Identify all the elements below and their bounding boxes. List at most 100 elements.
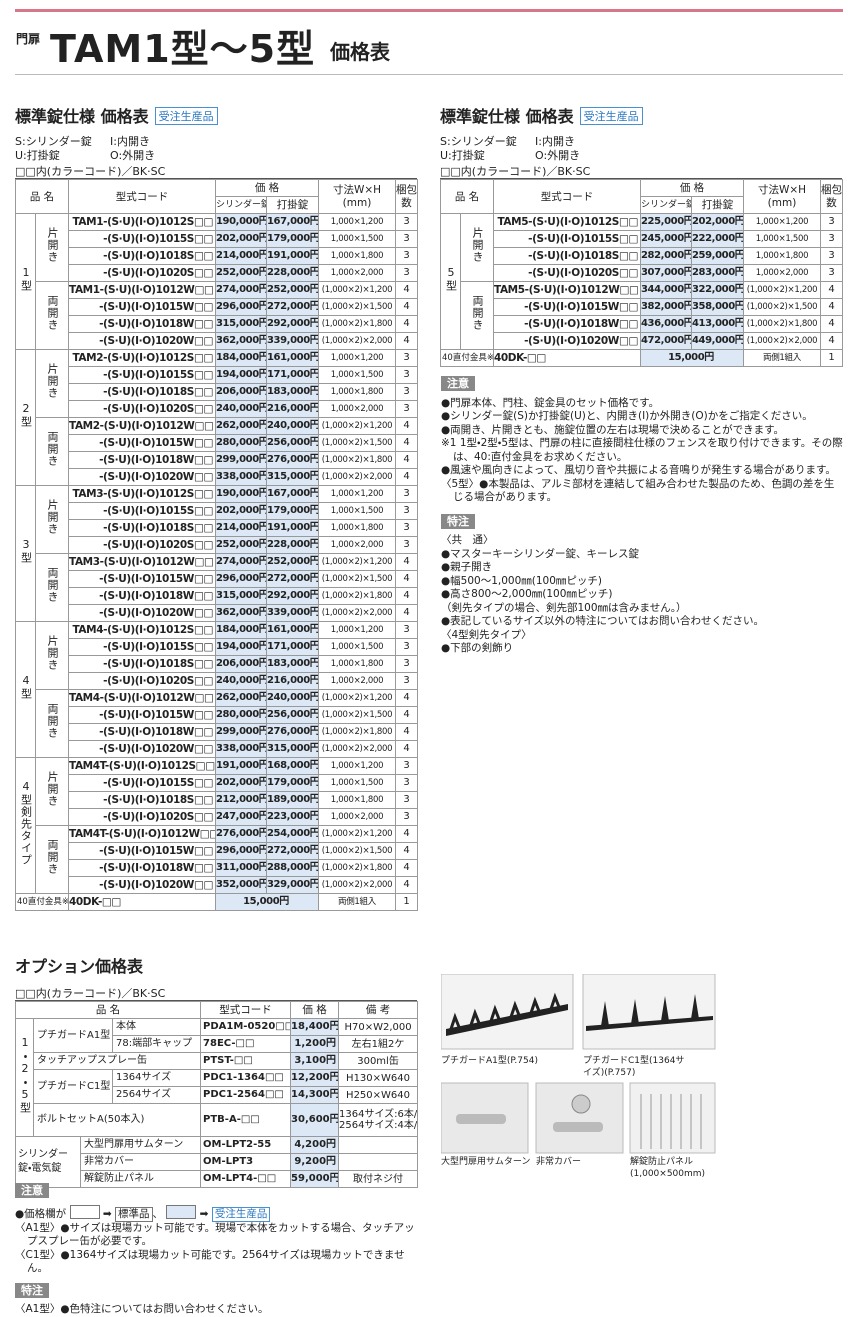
row: -(S·U)(I·O)1018W□□ 299,000円 276,000円 (1,000… — [16, 723, 418, 741]
price: 9,200円 — [290, 1153, 340, 1171]
legend-line: S:シリンダー錠 I:内開き — [440, 135, 843, 149]
price: 190,000円 — [215, 485, 267, 503]
row: プチガードC1型 1364サイズ PDC1-1364□□ 12,200円 H130×W6… — [16, 1069, 419, 1104]
price: 272,000円 — [266, 298, 319, 316]
legend-item: O:外開き — [535, 149, 581, 162]
row: 2型 片開き TAM2-(S·U)(I·O)1012S□□ 184,000円 161,0… — [15, 349, 418, 486]
pack: 4 — [395, 825, 418, 843]
code: 40DK-□□ — [68, 893, 216, 911]
note: （剣先タイプの場合、剣先部100㎜は含みません。） — [441, 601, 687, 614]
caption: プチガードA1型(P.754) — [441, 1056, 538, 1066]
price: 362,000円 — [215, 604, 267, 622]
pack: 4 — [395, 723, 418, 741]
header-rule — [15, 74, 843, 75]
subgroup-name: 両開き — [471, 294, 484, 331]
code: PTST-□□ — [200, 1052, 292, 1070]
pack: 4 — [395, 570, 418, 588]
price: 223,000円 — [266, 808, 319, 826]
size: (1,000×2)×1,200 — [743, 281, 821, 299]
section-title: オプション価格表 — [15, 957, 144, 976]
price: 171,000円 — [266, 366, 319, 384]
legend-item: U:打掛錠 — [440, 149, 485, 162]
code: -(S·U)(I·O)1018W□□ — [493, 315, 641, 333]
price: 214,000円 — [215, 247, 267, 265]
price: 194,000円 — [215, 366, 267, 384]
pack: 4 — [395, 468, 418, 486]
group-name: 3型 — [19, 537, 33, 564]
note: 〈共 通〉 — [441, 534, 494, 546]
pack: 4 — [395, 417, 418, 435]
price: 194,000円 — [215, 638, 267, 656]
subgroup-cell: 片開き — [35, 757, 69, 826]
handle — [553, 1122, 603, 1132]
group-name: 2型 — [19, 401, 33, 428]
row: -(S·U)(I·O)1018W□□ 436,000円 413,000円 (1,000… — [441, 315, 843, 333]
pack: 3 — [395, 400, 418, 418]
subgroup-cell: 両開き — [460, 281, 494, 350]
code: PDA1M-0520□□ — [200, 1018, 292, 1036]
price: 288,000円 — [266, 859, 319, 877]
image-frame — [535, 1082, 624, 1154]
code: TAM2-(S·U)(I·O)1012W□□ — [68, 417, 216, 435]
header-line: 寸法W×H — [332, 183, 382, 196]
code: TAM5-(S·U)(I·O)1012W□□ — [493, 281, 641, 299]
price: 282,000円 — [640, 247, 692, 265]
pack: 3 — [395, 757, 418, 775]
row: 1型 片開き TAM1-(S·U)(I·O)1012S□□ 190,000円 167,0… — [15, 213, 418, 350]
row: 5型 片開き TAM5-(S·U)(I·O)1012S□□ 225,000円 202,0… — [440, 213, 843, 350]
price: 315,000円 — [266, 740, 319, 758]
legend-order: 受注生産品 — [211, 1206, 271, 1222]
price: 179,000円 — [266, 774, 319, 792]
price: 358,000円 — [691, 298, 744, 316]
group-cell: 1型 — [15, 213, 36, 350]
legend-standard: 標準品 — [115, 1206, 153, 1222]
pack: 3 — [820, 247, 843, 265]
note: ●下部の剣飾り — [441, 642, 514, 654]
pack: 4 — [395, 332, 418, 350]
row: -(S·U)(I·O)1015S□□ 202,000円 179,000円 1,000×… — [16, 774, 418, 792]
legend-item: O:外開き — [110, 149, 156, 162]
row: -(S·U)(I·O)1018W□□ 315,000円 292,000円 (1,000… — [16, 587, 418, 605]
code: -(S·U)(I·O)1020W□□ — [493, 332, 641, 350]
code: -(S·U)(I·O)1018S□□ — [68, 519, 216, 537]
size: 1,000×1,800 — [743, 247, 821, 265]
price: 280,000円 — [215, 434, 267, 452]
title: 標準錠仕様 価格表 — [440, 107, 574, 126]
subgroup-cell: 片開き — [35, 485, 69, 554]
size: (1,000×2)×1,800 — [318, 723, 396, 741]
size: 1,000×2,000 — [318, 808, 396, 826]
size: (1,000×2)×1,800 — [318, 315, 396, 333]
price: 256,000円 — [266, 706, 319, 724]
price: 272,000円 — [266, 842, 319, 860]
size: 1,000×1,800 — [318, 791, 396, 809]
price: 276,000円 — [215, 825, 267, 843]
section-title: 標準錠仕様 価格表 受注生産品 — [15, 103, 418, 127]
price: 274,000円 — [215, 553, 267, 571]
pack: 4 — [395, 587, 418, 605]
row: 両開き TAM4-(S·U)(I·O)1012W□□ 262,000円 240,000… — [16, 689, 418, 758]
row: タッチアップスプレー缶 PTST-□□ 3,100円 300ml缶 — [16, 1052, 419, 1070]
size: 1,000×1,800 — [318, 519, 396, 537]
size: 1,000×1,800 — [318, 383, 396, 401]
note-text: 左右1組2ケ — [351, 1038, 405, 1050]
item-name: プチガードC1型 — [33, 1069, 113, 1104]
price: 184,000円 — [215, 349, 267, 367]
cover — [571, 1094, 591, 1114]
subgroup-cell: 片開き — [460, 213, 494, 282]
row: 両開き TAM1-(S·U)(I·O)1012W□□ 274,000円 252,000… — [16, 281, 418, 350]
code: -(S·U)(I·O)1020W□□ — [68, 876, 216, 894]
header-cell: 梱包数 — [820, 179, 843, 214]
size: 1,000×1,200 — [743, 213, 821, 231]
pack: 1 — [395, 893, 418, 911]
code: -(S·U)(I·O)1018S□□ — [68, 655, 216, 673]
code: -(S·U)(I·O)1018S□□ — [493, 247, 641, 265]
price: 190,000円 — [215, 213, 267, 231]
code: OM-LPT2-55 — [200, 1136, 292, 1154]
price: 254,000円 — [266, 825, 319, 843]
note: H250×W640 — [338, 1086, 419, 1104]
code: -(S·U)(I·O)1015W□□ — [68, 434, 216, 452]
header-line: (mm) — [767, 196, 797, 209]
pack: 4 — [395, 842, 418, 860]
price-table: 品 名型式コード価 格寸法W×H (mm) 梱包数 シリンダー錠 打掛錠 1型 片開き TAM… — [15, 179, 418, 911]
price: 15,000円 — [215, 893, 319, 911]
